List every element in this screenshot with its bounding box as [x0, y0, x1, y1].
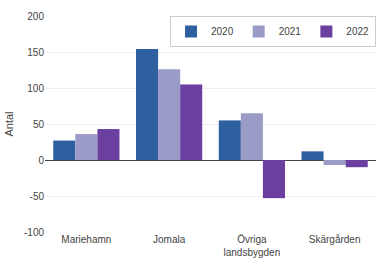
- svg-text:Övrigalandsbygden: Övrigalandsbygden: [224, 234, 281, 258]
- svg-text:200: 200: [27, 11, 44, 22]
- svg-text:-50: -50: [30, 191, 45, 202]
- svg-text:2022: 2022: [346, 26, 369, 37]
- svg-text:2020: 2020: [211, 26, 234, 37]
- svg-text:100: 100: [27, 83, 44, 94]
- svg-text:150: 150: [27, 47, 44, 58]
- svg-text:50: 50: [33, 119, 45, 130]
- svg-text:Antal: Antal: [3, 111, 15, 136]
- svg-text:Mariehamn: Mariehamn: [61, 234, 111, 245]
- svg-text:Jomala: Jomala: [153, 234, 186, 245]
- svg-text:0: 0: [38, 155, 44, 166]
- svg-text:Skärgården: Skärgården: [309, 234, 361, 245]
- svg-text:-100: -100: [24, 227, 44, 238]
- svg-text:2021: 2021: [279, 26, 302, 37]
